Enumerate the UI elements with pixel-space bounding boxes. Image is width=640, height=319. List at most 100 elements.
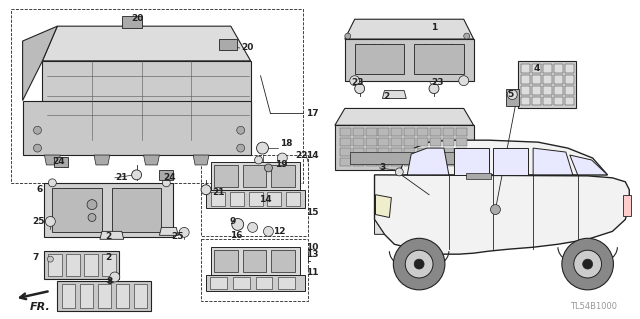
Text: 22: 22 bbox=[295, 151, 308, 160]
Polygon shape bbox=[533, 148, 573, 175]
Bar bbox=[211, 162, 300, 190]
Text: 8: 8 bbox=[107, 278, 113, 286]
Bar bbox=[54, 157, 68, 167]
Circle shape bbox=[464, 33, 470, 39]
Bar bbox=[365, 148, 376, 156]
Bar bbox=[521, 64, 530, 73]
Circle shape bbox=[355, 84, 365, 93]
Bar bbox=[44, 183, 173, 237]
Bar bbox=[112, 188, 161, 232]
Text: 9: 9 bbox=[230, 217, 236, 226]
Bar bbox=[214, 250, 237, 272]
Text: 24: 24 bbox=[163, 173, 176, 182]
Bar bbox=[219, 39, 237, 50]
Bar bbox=[80, 284, 93, 308]
Bar bbox=[206, 275, 305, 291]
Circle shape bbox=[88, 213, 96, 221]
Bar bbox=[378, 158, 389, 166]
Circle shape bbox=[49, 179, 56, 187]
Bar bbox=[340, 148, 351, 156]
Polygon shape bbox=[22, 100, 251, 155]
Text: 24: 24 bbox=[52, 158, 65, 167]
Bar bbox=[66, 254, 80, 276]
Bar bbox=[44, 251, 119, 279]
Bar bbox=[565, 75, 574, 84]
Circle shape bbox=[33, 144, 42, 152]
Bar bbox=[554, 85, 563, 94]
Polygon shape bbox=[399, 140, 607, 175]
Polygon shape bbox=[345, 19, 474, 39]
Bar bbox=[543, 97, 552, 106]
Bar bbox=[62, 284, 75, 308]
Bar bbox=[392, 148, 403, 156]
Bar bbox=[554, 75, 563, 84]
Text: 21: 21 bbox=[115, 173, 127, 182]
Bar bbox=[565, 85, 574, 94]
Bar bbox=[84, 254, 98, 276]
Text: 19: 19 bbox=[275, 160, 288, 169]
Bar bbox=[554, 97, 563, 106]
Bar bbox=[98, 284, 111, 308]
Text: 18: 18 bbox=[280, 139, 293, 148]
Bar bbox=[201, 239, 308, 301]
Bar bbox=[443, 138, 454, 146]
Polygon shape bbox=[159, 227, 179, 235]
Bar bbox=[456, 128, 467, 136]
Bar bbox=[543, 75, 552, 84]
Bar bbox=[340, 138, 351, 146]
Text: TL54B1000: TL54B1000 bbox=[570, 302, 618, 311]
Text: 1: 1 bbox=[431, 23, 437, 32]
Polygon shape bbox=[493, 148, 528, 175]
Bar bbox=[211, 192, 225, 205]
Bar bbox=[243, 250, 266, 272]
Polygon shape bbox=[94, 155, 110, 165]
Bar bbox=[521, 85, 530, 94]
Text: 3: 3 bbox=[380, 163, 386, 173]
Bar bbox=[392, 138, 403, 146]
Circle shape bbox=[248, 222, 257, 232]
Circle shape bbox=[405, 250, 433, 278]
Text: 23: 23 bbox=[431, 78, 444, 87]
Bar bbox=[248, 192, 262, 205]
Polygon shape bbox=[193, 155, 209, 165]
Text: 21: 21 bbox=[212, 188, 225, 197]
Bar bbox=[378, 128, 389, 136]
Text: 14: 14 bbox=[306, 151, 319, 160]
Polygon shape bbox=[454, 148, 488, 175]
Bar bbox=[365, 158, 376, 166]
Bar bbox=[116, 284, 129, 308]
Circle shape bbox=[508, 90, 517, 100]
Circle shape bbox=[345, 33, 351, 39]
Bar bbox=[532, 64, 541, 73]
Circle shape bbox=[237, 126, 244, 134]
Bar bbox=[243, 165, 266, 187]
Bar bbox=[378, 148, 389, 156]
Circle shape bbox=[582, 259, 593, 269]
Bar bbox=[456, 138, 467, 146]
Bar bbox=[543, 85, 552, 94]
Text: 25: 25 bbox=[172, 232, 184, 241]
Text: 11: 11 bbox=[306, 268, 319, 277]
Bar bbox=[278, 277, 295, 289]
Bar bbox=[233, 277, 250, 289]
Text: FR.: FR. bbox=[30, 302, 51, 312]
Bar bbox=[417, 158, 428, 166]
Circle shape bbox=[163, 179, 170, 187]
Text: 23: 23 bbox=[352, 78, 364, 87]
Circle shape bbox=[349, 76, 360, 85]
Bar bbox=[211, 247, 300, 275]
Bar bbox=[349, 152, 464, 164]
Polygon shape bbox=[376, 195, 392, 218]
Circle shape bbox=[179, 227, 189, 237]
Bar bbox=[521, 75, 530, 84]
Circle shape bbox=[490, 204, 500, 214]
Circle shape bbox=[264, 164, 273, 172]
Bar bbox=[355, 44, 404, 74]
Text: 2: 2 bbox=[105, 253, 111, 262]
Text: 2: 2 bbox=[383, 92, 390, 101]
Circle shape bbox=[562, 238, 613, 290]
Polygon shape bbox=[383, 91, 406, 99]
Bar bbox=[404, 128, 415, 136]
Bar bbox=[404, 158, 415, 166]
Bar bbox=[11, 9, 303, 183]
